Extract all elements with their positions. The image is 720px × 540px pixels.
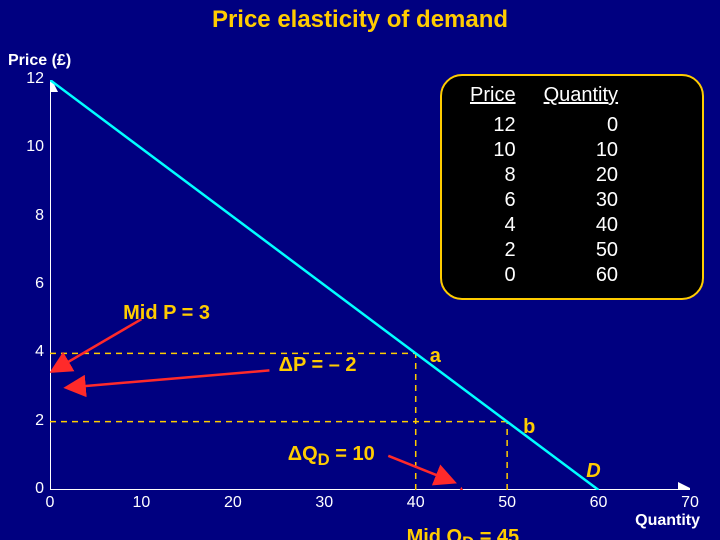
table-row: 630: [456, 188, 632, 213]
x-tick: 30: [304, 494, 344, 512]
y-tick: 4: [14, 343, 44, 361]
point-a-label: a: [430, 345, 441, 368]
table-header-price: Price: [456, 82, 530, 113]
mid-q-annotation: Mid QD = 45: [407, 526, 520, 540]
cell-price: 2: [456, 238, 530, 263]
delta-p-annotation: ΔP = – 2: [279, 354, 357, 377]
y-tick: 12: [14, 70, 44, 88]
point-b-label: b: [523, 416, 535, 439]
table-row: 060: [456, 263, 632, 288]
x-tick: 70: [670, 494, 710, 512]
cell-quantity: 60: [530, 263, 632, 288]
demand-curve-label: D: [586, 460, 600, 483]
x-tick: 0: [30, 494, 70, 512]
table-row: 1010: [456, 138, 632, 163]
x-tick: 40: [396, 494, 436, 512]
cell-price: 6: [456, 188, 530, 213]
cell-price: 8: [456, 163, 530, 188]
table-row: 440: [456, 213, 632, 238]
x-axis-title: Quantity: [635, 512, 700, 530]
cell-quantity: 50: [530, 238, 632, 263]
cell-price: 4: [456, 213, 530, 238]
y-axis-title: Price (£): [8, 52, 71, 70]
cell-quantity: 30: [530, 188, 632, 213]
table-row: 250: [456, 238, 632, 263]
table-row: 820: [456, 163, 632, 188]
x-tick: 20: [213, 494, 253, 512]
price-quantity-table: Price Quantity 1201010820630440250060: [440, 74, 704, 300]
y-tick: 8: [14, 207, 44, 225]
x-tick: 50: [487, 494, 527, 512]
y-tick: 2: [14, 412, 44, 430]
cell-price: 10: [456, 138, 530, 163]
y-tick: 10: [14, 138, 44, 156]
table-row: 120: [456, 113, 632, 138]
slide-title: Price elasticity of demand: [0, 6, 720, 34]
cell-quantity: 20: [530, 163, 632, 188]
cell-price: 0: [456, 263, 530, 288]
mid-p-annotation: Mid P = 3: [123, 302, 210, 325]
cell-quantity: 40: [530, 213, 632, 238]
cell-quantity: 0: [530, 113, 632, 138]
y-tick: 6: [14, 275, 44, 293]
cell-quantity: 10: [530, 138, 632, 163]
cell-price: 12: [456, 113, 530, 138]
table-header-quantity: Quantity: [530, 82, 632, 113]
x-tick: 60: [579, 494, 619, 512]
x-tick: 10: [121, 494, 161, 512]
delta-q-annotation: ΔQD = 10: [288, 443, 375, 470]
